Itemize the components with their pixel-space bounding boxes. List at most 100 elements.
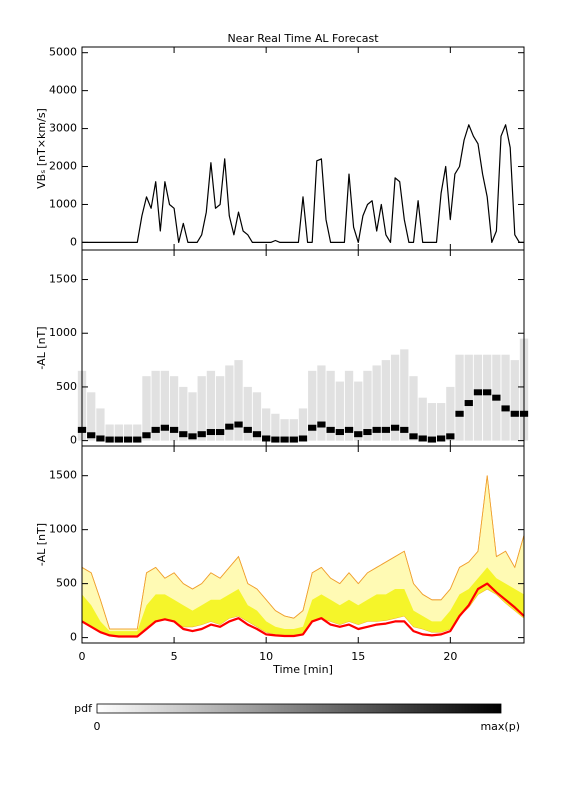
pdf-spread	[390, 354, 400, 441]
pdf-spread	[179, 386, 188, 441]
x-tick-label: 5	[171, 650, 178, 663]
pdf-peak	[501, 405, 510, 412]
pdf-peak	[483, 389, 492, 396]
pdf-peak	[179, 431, 188, 438]
pdf-spread	[206, 370, 216, 441]
pdf-peak	[363, 429, 372, 436]
pdf-spread	[446, 386, 455, 441]
pdf-spread	[142, 376, 151, 441]
y-axis-label: -AL [nT]	[35, 326, 48, 369]
y-tick-label: 0	[70, 434, 77, 447]
pdf-peak	[464, 400, 473, 407]
colorbar-max-label: max(p)	[480, 720, 520, 733]
pdf-peak	[381, 426, 391, 433]
pdf-peak	[354, 431, 363, 438]
pdf-peak	[390, 424, 400, 431]
pdf-peak	[188, 433, 197, 440]
pdf-peak	[446, 433, 455, 440]
pdf-peak	[473, 389, 483, 396]
y-tick-label: 2000	[49, 160, 77, 173]
pdf-peak	[436, 435, 446, 442]
pdf-spread	[354, 381, 363, 441]
pdf-peak	[252, 431, 262, 438]
pdf-spread	[280, 419, 289, 441]
pdf-peak	[206, 429, 216, 436]
pdf-peak	[335, 429, 344, 436]
chart-title: Near Real Time AL Forecast	[227, 32, 379, 45]
pdf-spread	[262, 408, 271, 441]
pdf-peak	[262, 435, 271, 442]
pdf-peak	[234, 421, 243, 428]
pdf-spread	[298, 408, 308, 441]
colorbar-label: pdf	[74, 702, 93, 715]
pdf-spread	[473, 354, 483, 441]
pdf-spread	[114, 424, 123, 441]
pdf-spread	[455, 354, 464, 441]
pdf-peak	[225, 423, 234, 430]
pdf-spread	[326, 370, 335, 441]
pdf-peak	[215, 429, 225, 436]
y-axis-label: -AL [nT]	[35, 523, 48, 566]
pdf-peak	[344, 426, 354, 433]
plot-frame	[81, 445, 525, 644]
y-tick-label: 1500	[49, 273, 77, 286]
y-tick-label: 500	[56, 577, 77, 590]
pdf-spread	[418, 397, 427, 441]
pdf-peak	[409, 433, 418, 440]
colorbar-min-label: 0	[94, 720, 101, 733]
upper-envelope	[81, 475, 525, 630]
pdf-spread	[400, 349, 409, 441]
pdf-peak	[289, 436, 298, 443]
pdf-spread	[308, 370, 317, 441]
pdf-spread	[483, 354, 492, 441]
pdf-spread	[344, 370, 354, 441]
y-tick-label: 4000	[49, 84, 77, 97]
pdf-spread	[96, 408, 105, 441]
pdf-spread	[160, 370, 170, 441]
pdf-peak	[280, 436, 289, 443]
pdf-spread	[409, 376, 418, 441]
pdf-spread	[105, 424, 114, 441]
pdf-peak	[418, 435, 427, 442]
y-tick-label: 5000	[49, 46, 77, 59]
pdf-spread	[289, 419, 298, 441]
pdf-peak	[298, 435, 308, 442]
vbs-line	[82, 124, 524, 243]
pdf-peak	[169, 426, 179, 433]
pdf-peak	[326, 426, 335, 433]
pdf-peak	[160, 424, 170, 431]
y-tick-label: 1000	[49, 197, 77, 210]
pdf-peak	[308, 424, 317, 431]
pdf-peak	[400, 426, 409, 433]
pdf-spread	[234, 360, 243, 441]
pdf-peak	[510, 410, 519, 417]
pdf-spread	[427, 403, 437, 441]
pdf-peak	[123, 436, 133, 443]
pdf-spread	[188, 392, 197, 441]
pdf-spread	[317, 365, 326, 441]
x-tick-label: 10	[259, 650, 273, 663]
y-tick-label: 1000	[49, 523, 77, 536]
pdf-spread	[501, 354, 510, 441]
pdf-spread	[197, 376, 206, 441]
x-tick-label: 15	[351, 650, 365, 663]
pdf-spread	[252, 392, 262, 441]
pdf-peak	[87, 432, 96, 439]
pdf-spread	[151, 370, 160, 441]
pdf-spread	[363, 370, 372, 441]
pdf-spread	[87, 392, 96, 441]
pdf-peak	[492, 394, 501, 401]
pdf-peak	[142, 432, 151, 439]
pdf-peak	[114, 436, 123, 443]
pdf-peak	[271, 436, 280, 443]
x-axis-label: Time [min]	[272, 663, 333, 676]
x-tick-label: 0	[79, 650, 86, 663]
pdf-peak	[133, 436, 142, 443]
pdf-spread	[381, 360, 391, 441]
y-tick-label: 1000	[49, 326, 77, 339]
x-tick-label: 20	[443, 650, 457, 663]
pdf-peak	[243, 426, 252, 433]
pdf-spread	[510, 360, 519, 441]
pdf-spread	[169, 376, 179, 441]
